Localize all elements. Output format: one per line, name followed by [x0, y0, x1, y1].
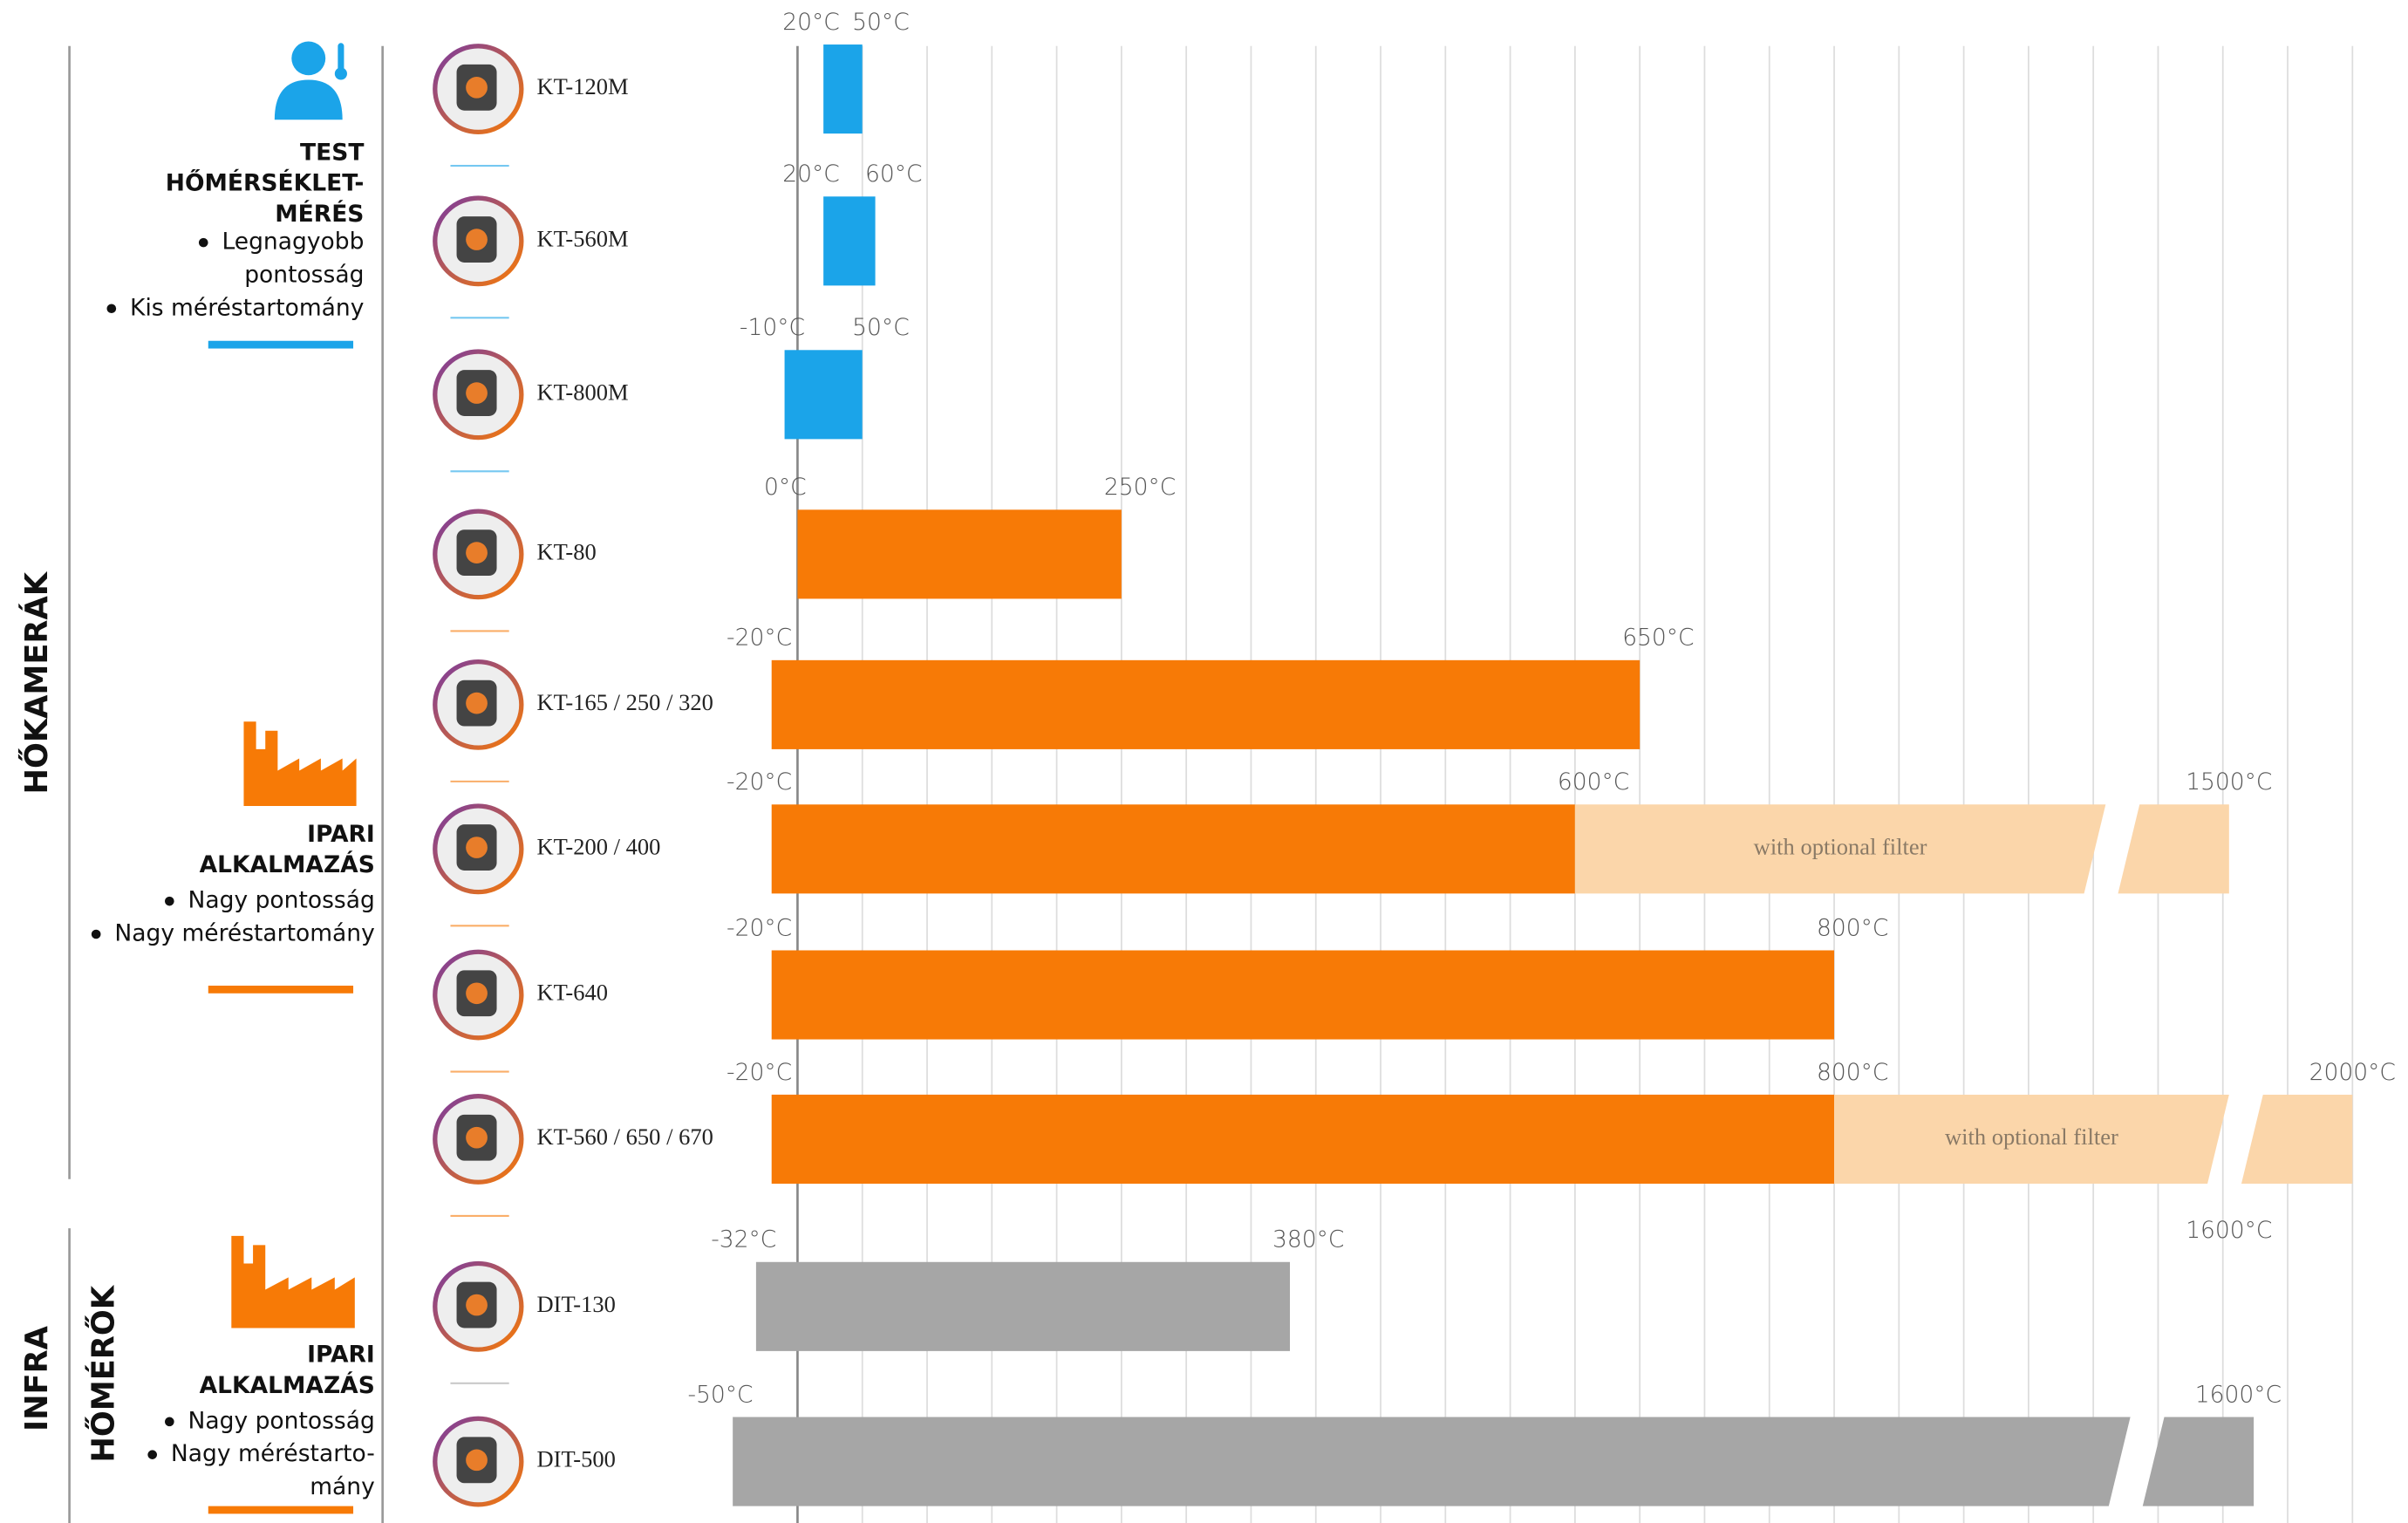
high-label: 600°C	[1558, 768, 1629, 796]
row: -10°C 50°C	[740, 314, 910, 439]
product-icon-lens	[466, 382, 488, 404]
product-icon-lens	[466, 837, 488, 858]
low-label: -20°C	[726, 914, 792, 941]
high-label: 250°C	[1104, 474, 1176, 501]
model-label: KT-800M	[537, 379, 629, 405]
range-bar-stub	[2143, 1417, 2254, 1506]
filter-bar-stub	[2241, 1095, 2352, 1184]
model-label: KT-165 / 250 / 320	[537, 689, 713, 715]
product-icon-lens	[466, 982, 488, 1004]
range-bar	[797, 509, 1121, 598]
group-underline	[208, 1506, 353, 1514]
product-icon-lens	[466, 229, 488, 250]
range-bar	[772, 950, 1834, 1039]
group-bullet: pontosság	[244, 261, 364, 288]
factory-icon	[231, 1236, 354, 1328]
filter-bar-stub	[2118, 804, 2228, 893]
group-title: ALKALMAZÁS	[200, 1371, 375, 1399]
bullet-dot	[199, 238, 208, 248]
row: 0°C 250°C	[764, 474, 1176, 598]
high-label: 60°C	[865, 160, 923, 188]
high-label: 800°C	[1817, 914, 1888, 941]
bullet-dot	[107, 304, 117, 313]
group-bullet: Nagy méréstartomány	[114, 920, 374, 947]
group-bullet: Nagy pontosság	[188, 887, 375, 914]
model-label: KT-200 / 400	[537, 833, 661, 859]
person-icon	[275, 42, 347, 120]
factory-icon	[243, 721, 356, 806]
range-bar	[756, 1262, 1290, 1351]
filter-high-label: 2000°C	[2309, 1059, 2396, 1086]
model-label: DIT-500	[537, 1446, 616, 1472]
filter-note: with optional filter	[1945, 1123, 2118, 1150]
section-label: HŐKAMERÁK	[18, 570, 55, 794]
row: -20°C 800°C	[726, 914, 1888, 1039]
range-bar	[785, 350, 863, 439]
row: 20°C 50°C	[782, 9, 909, 133]
group-title: IPARI	[307, 821, 375, 848]
high-label: 50°C	[852, 9, 910, 36]
filter-high-label: 1500°C	[2186, 768, 2272, 796]
model-label: DIT-130	[537, 1291, 616, 1317]
low-label: 20°C	[782, 160, 840, 188]
group-title: TEST	[300, 140, 364, 167]
product-icon-lens	[466, 1127, 488, 1149]
product-icon-lens	[466, 1450, 488, 1472]
section-label: HŐMÉRŐK	[85, 1284, 121, 1462]
low-label: -10°C	[740, 314, 805, 341]
high-label: 380°C	[1272, 1226, 1344, 1253]
group-title: ALKALMAZÁS	[200, 850, 375, 878]
row: 20°C 60°C	[782, 160, 922, 285]
range-bar	[823, 44, 863, 133]
model-label: KT-80	[537, 539, 597, 565]
filter-note: with optional filter	[1754, 833, 1927, 859]
product-icon-lens	[466, 1294, 488, 1316]
range-bar	[733, 1417, 2130, 1506]
low-label: 20°C	[782, 9, 840, 36]
range-bar	[772, 804, 1575, 893]
high-label: 650°C	[1622, 625, 1694, 652]
high-label: 50°C	[852, 314, 910, 341]
low-label: -20°C	[726, 768, 792, 796]
model-label: KT-560 / 650 / 670	[537, 1123, 713, 1150]
low-label: -20°C	[726, 625, 792, 652]
high-label: 1600°C	[2195, 1381, 2282, 1408]
bullet-dot	[165, 1417, 174, 1427]
bullet-dot	[165, 897, 174, 906]
bullet-dot	[92, 930, 101, 939]
group-bullet: Kis méréstartomány	[130, 294, 364, 321]
low-label: -50°C	[687, 1381, 753, 1408]
low-label: -20°C	[726, 1059, 792, 1086]
row: with optional filter 1500°C -20°C 600°C	[726, 768, 2272, 893]
range-bar	[772, 1095, 1834, 1184]
row: -32°C 380°C 1600°C	[711, 1217, 2272, 1351]
bullet-dot	[147, 1450, 157, 1459]
low-label: 0°C	[764, 474, 807, 501]
product-icon-lens	[466, 77, 488, 99]
row: -20°C 650°C	[726, 625, 1695, 749]
range-bar	[772, 660, 1640, 749]
model-label: KT-640	[537, 980, 609, 1006]
group-underline	[208, 986, 353, 994]
range-bar	[823, 196, 875, 285]
product-icon-lens	[466, 693, 488, 714]
low-label: -32°C	[711, 1226, 776, 1253]
page: HŐKAMERÁK INFRA HŐMÉRŐK 20°C 50°C KT-120M 2…	[0, 0, 2408, 1523]
group-title: IPARI	[307, 1342, 375, 1369]
group-underline	[208, 341, 353, 349]
group-title: HŐMÉRSÉKLET-	[166, 169, 365, 197]
row: with optional filter 2000°C -20°C 800°C	[726, 1059, 2396, 1184]
high-label: 800°C	[1817, 1059, 1888, 1086]
chart: HŐKAMERÁK INFRA HŐMÉRŐK 20°C 50°C KT-120M 2…	[0, 0, 2408, 1523]
group-title: MÉRÉS	[275, 200, 364, 228]
group-bullet: Legnagyobb	[222, 229, 364, 256]
section-label: INFRA	[19, 1325, 55, 1431]
model-label: KT-560M	[537, 225, 629, 251]
group-bullet: Nagy pontosság	[188, 1407, 375, 1434]
model-label: KT-120M	[537, 73, 629, 99]
product-icon-lens	[466, 542, 488, 563]
group-bullet: Nagy méréstarto-	[171, 1440, 375, 1467]
side-label: 1600°C	[2186, 1217, 2272, 1244]
group-bullet: mány	[310, 1473, 375, 1500]
